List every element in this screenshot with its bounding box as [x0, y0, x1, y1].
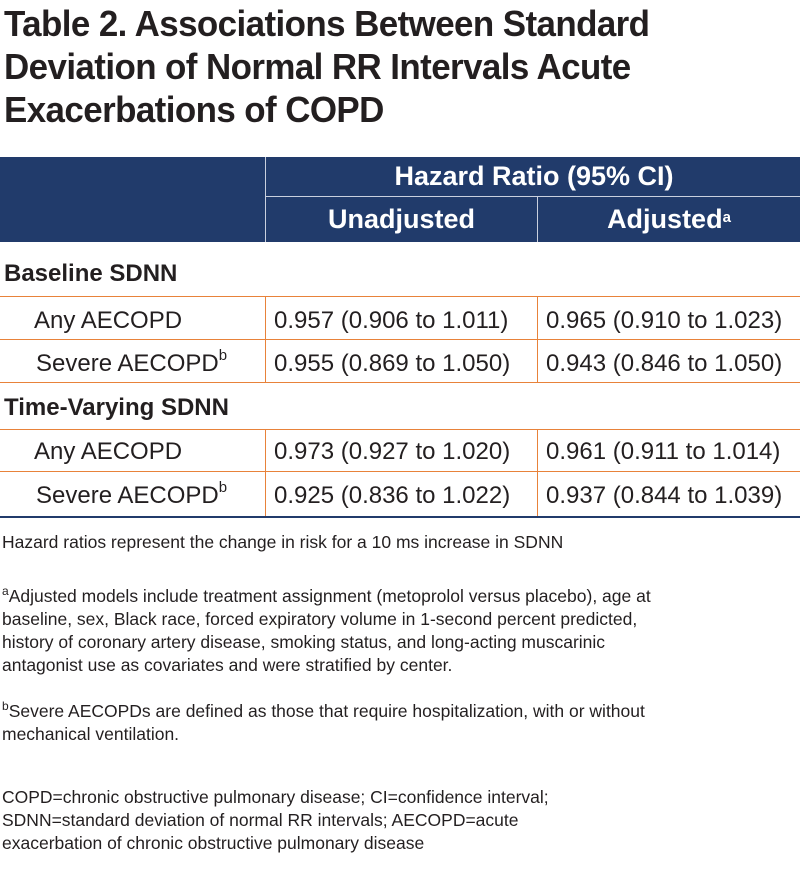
footnote-a: aAdjusted models include treatment assig… — [2, 585, 651, 677]
col-divider — [537, 429, 538, 517]
abbreviations-line-2: SDNN=standard deviation of normal RR int… — [2, 810, 519, 830]
row-label-text: Severe AECOPD — [36, 350, 219, 377]
header-group-label: Hazard Ratio (95% CI) — [394, 161, 674, 191]
footnote-a-line-3: history of coronary artery disease, smok… — [2, 632, 606, 652]
col-divider — [265, 429, 266, 517]
row-divider — [0, 339, 800, 340]
footnote-b-line-1: bSevere AECOPDs are defined as those tha… — [2, 700, 645, 723]
row-label: Severe AECOPDb — [36, 347, 228, 378]
title-line-3: Exacerbations of COPD — [4, 89, 384, 130]
footnote-a-text-1: Adjusted models include treatment assign… — [8, 586, 651, 606]
col-divider — [265, 296, 266, 383]
cell-unadjusted: 0.925 (0.836 to 1.022) — [274, 482, 511, 509]
note-hazard: Hazard ratios represent the change in ri… — [2, 532, 564, 552]
row-divider — [0, 296, 800, 297]
table-title: Table 2. Associations Between Standard D… — [4, 2, 770, 131]
header-col-adjusted: Adjusted a — [607, 204, 731, 234]
abbreviations-line-3: exacerbation of chronic obstructive pulm… — [2, 833, 425, 853]
section-label-baseline: Baseline SDNN — [4, 260, 178, 287]
footnote-b-mark: b — [2, 699, 9, 714]
header-col-adjusted-label: Adjusted — [607, 204, 723, 234]
table-header: Hazard Ratio (95% CI) Unadjusted Adjuste… — [0, 157, 800, 242]
header-divider — [265, 196, 800, 197]
row-divider — [0, 429, 800, 430]
row-label-sup: b — [218, 347, 228, 364]
footnote-b-text-1: Severe AECOPDs are defined as those that… — [8, 701, 645, 721]
cell-adjusted: 0.943 (0.846 to 1.050) — [546, 350, 783, 377]
section-label-time-varying: Time-Varying SDNN — [4, 394, 229, 421]
abbreviations: COPD=chronic obstructive pulmonary disea… — [2, 786, 549, 855]
abbreviations-line-1: COPD=chronic obstructive pulmonary disea… — [2, 787, 549, 807]
footnote-a-line-4: antagonist use as covariates and were st… — [2, 655, 453, 675]
title-line-1: Table 2. Associations Between Standard — [4, 3, 650, 44]
row-label-sup: b — [218, 479, 228, 496]
header-col-unadjusted-label: Unadjusted — [327, 204, 475, 234]
footnote-b: bSevere AECOPDs are defined as those tha… — [2, 700, 645, 746]
footnote-a-line-1: aAdjusted models include treatment assig… — [2, 585, 651, 608]
row-label: Any AECOPD — [34, 438, 183, 465]
header-col-divider — [537, 197, 538, 242]
cell-unadjusted: 0.973 (0.927 to 1.020) — [274, 438, 511, 465]
row-divider — [0, 471, 800, 472]
footnote-b-line-2: mechanical ventilation. — [2, 724, 180, 744]
row-label: Severe AECOPDb — [36, 479, 228, 510]
footnote-a-line-2: baseline, sex, Black race, forced expira… — [2, 609, 638, 629]
cell-unadjusted: 0.955 (0.869 to 1.050) — [274, 350, 511, 377]
table-bottom-border — [0, 516, 800, 518]
cell-adjusted: 0.965 (0.910 to 1.023) — [546, 307, 783, 334]
row-label-text: Severe AECOPD — [36, 482, 219, 509]
row-label: Any AECOPD — [34, 307, 183, 334]
header-col-unadjusted: Unadjusted — [266, 197, 537, 242]
title-line-2: Deviation of Normal RR Intervals Acute — [4, 46, 631, 87]
col-divider — [537, 296, 538, 383]
cell-unadjusted: 0.957 (0.906 to 1.011) — [274, 307, 509, 334]
cell-adjusted: 0.961 (0.911 to 1.014) — [546, 438, 781, 465]
header-left-divider — [265, 157, 266, 242]
row-divider — [0, 382, 800, 383]
cell-adjusted: 0.937 (0.844 to 1.039) — [546, 482, 783, 509]
footnote-a-mark: a — [2, 584, 9, 599]
